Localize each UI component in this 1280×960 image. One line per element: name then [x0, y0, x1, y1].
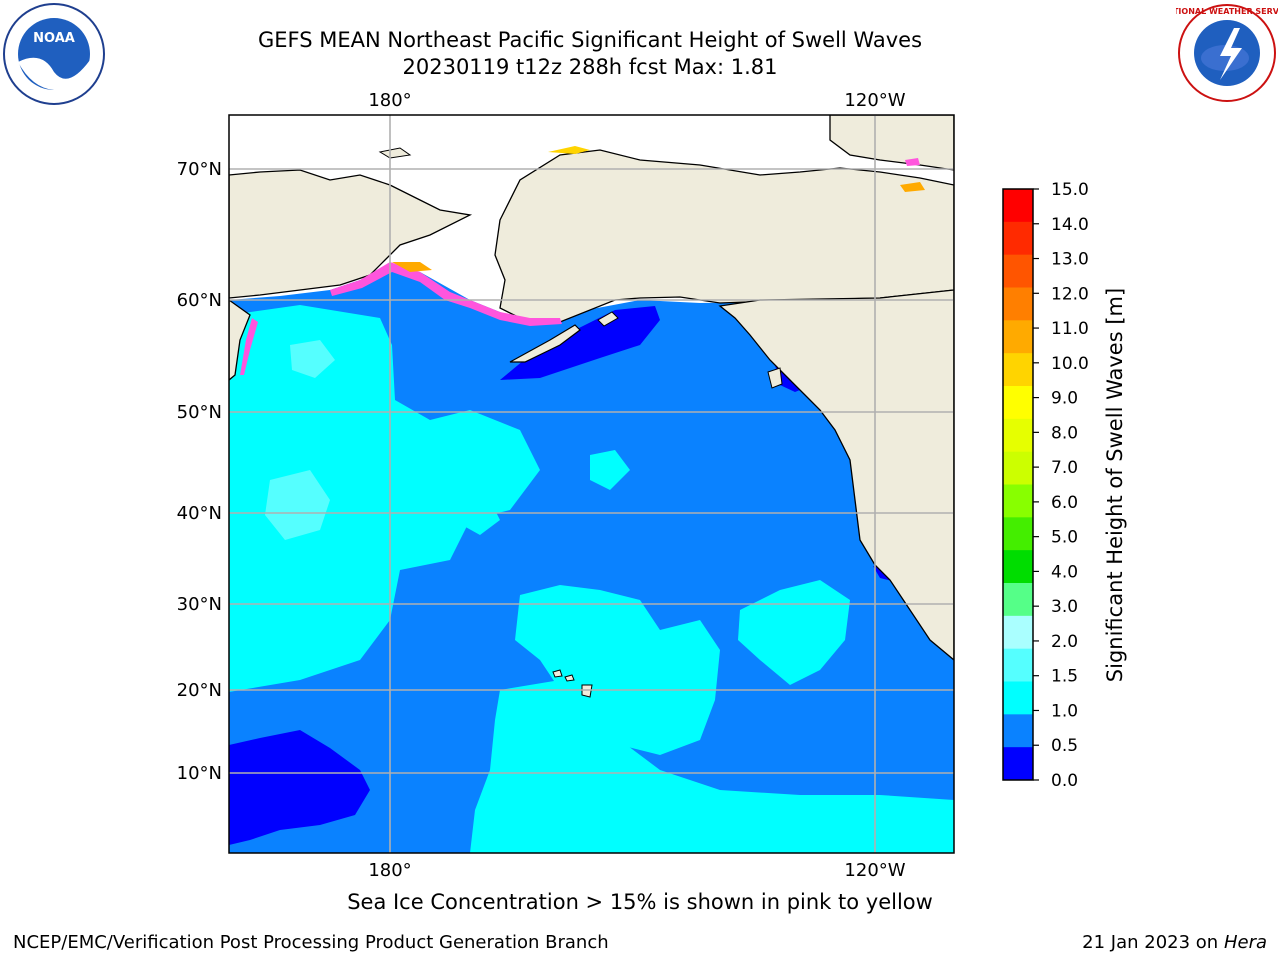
- map-gridlines: [229, 115, 954, 853]
- colorbar-swatch: [1003, 418, 1033, 453]
- colorbar-swatch: [1003, 189, 1033, 223]
- land-siberia: [229, 169, 473, 299]
- lat-label-30n: 30°N: [177, 594, 222, 615]
- colorbar-tick-label: 3.0: [1051, 597, 1078, 617]
- swell-region-central: [515, 585, 720, 755]
- colorbar: 15.0 14.0 13.0 12.0 11.0 10.0 9.0 8.0 7.0 6.0 5.0 4…: [1002, 180, 1089, 791]
- colorbar-tick-label: 6.0: [1051, 493, 1078, 513]
- noaa-logo: NOAA: [3, 3, 105, 105]
- colorbar-swatch: [1003, 254, 1033, 288]
- colorbar-tick-label: 2.0: [1051, 632, 1078, 652]
- colorbar-swatch: [1003, 451, 1033, 485]
- lat-label-50n: 50°N: [177, 402, 222, 423]
- swell-region-east: [738, 580, 850, 685]
- land-north-america: [718, 289, 954, 661]
- colorbar-swatch: [1003, 221, 1033, 256]
- lat-label-20n: 20°N: [177, 680, 222, 701]
- lat-label-10n: 10°N: [177, 763, 222, 784]
- colorbar-tick-label: 0.0: [1051, 771, 1078, 791]
- colorbar-swatch: [1003, 648, 1033, 682]
- lat-label-70n: 70°N: [177, 159, 222, 180]
- chart-title: GEFS MEAN Northeast Pacific Significant …: [257, 28, 923, 52]
- colorbar-swatch: [1003, 517, 1033, 551]
- colorbar-tick-label: 11.0: [1051, 319, 1089, 339]
- footer-date-text: 21 Jan 2023 on: [1082, 932, 1224, 953]
- swell-region-lighter: [265, 470, 330, 540]
- colorbar-swatch: [1003, 353, 1033, 387]
- colorbar-swatch: [1003, 386, 1033, 420]
- colorbar-label: Significant Height of Swell Waves [m]: [1103, 288, 1127, 682]
- bottom-lon-label-180: 180°: [368, 860, 411, 881]
- footer-machine: Hera: [1223, 932, 1267, 953]
- colorbar-swatch: [1003, 320, 1033, 354]
- footer-branch: NCEP/EMC/Verification Post Processing Pr…: [13, 932, 609, 953]
- colorbar-swatch: [1003, 583, 1033, 617]
- colorbar-swatch: [1003, 484, 1033, 518]
- colorbar-tick-label: 15.0: [1051, 180, 1089, 200]
- colorbar-frame: [1002, 188, 1034, 781]
- sea-ice-bering: [330, 262, 562, 326]
- colorbar-tick-label: 1.0: [1051, 701, 1078, 721]
- top-lon-label-180: 180°: [368, 90, 411, 111]
- colorbar-swatch: [1003, 681, 1033, 715]
- colorbar-tick-label: 0.5: [1051, 736, 1078, 756]
- colorbar-tick-label: 14.0: [1051, 215, 1089, 235]
- map-frame: [228, 114, 955, 854]
- colorbar-tick-label: 1.5: [1051, 667, 1078, 687]
- nws-logo: NATIONAL WEATHER SERVICE: [1176, 4, 1278, 102]
- lat-label-60n: 60°N: [177, 290, 222, 311]
- colorbar-swatch: [1003, 550, 1033, 584]
- lat-label-40n: 40°N: [177, 503, 222, 524]
- top-lon-label-120w: 120°W: [844, 90, 905, 111]
- footer-date: 21 Jan 2023 on Hera: [1082, 932, 1267, 953]
- swell-region-low-southwest: [229, 730, 370, 845]
- swell-region-low-alaska: [500, 306, 660, 380]
- colorbar-tick-label: 13.0: [1051, 250, 1089, 270]
- colorbar-tick-label: 4.0: [1051, 562, 1078, 582]
- colorbar-swatch: [1003, 747, 1033, 781]
- noaa-logo-text: NOAA: [33, 31, 75, 46]
- sea-ice-note: Sea Ice Concentration > 15% is shown in …: [347, 890, 933, 914]
- colorbar-tick-label: 8.0: [1051, 423, 1078, 443]
- swell-region-west: [229, 305, 540, 692]
- colorbar-tick-label: 5.0: [1051, 528, 1078, 548]
- sea-ice-kamchatka: [240, 318, 258, 375]
- colorbar-tick-label: 7.0: [1051, 458, 1078, 478]
- land-kamchatka: [229, 299, 251, 381]
- bottom-lon-label-120w: 120°W: [844, 860, 905, 881]
- swell-region-south: [470, 680, 954, 853]
- colorbar-swatch: [1003, 714, 1033, 748]
- colorbar-tick-label: 9.0: [1051, 389, 1078, 409]
- nws-logo-text: NATIONAL WEATHER SERVICE: [1176, 7, 1278, 16]
- colorbar-swatch: [1003, 615, 1033, 650]
- chart-subtitle: 20230119 t12z 288h fcst Max: 1.81: [402, 55, 778, 79]
- colorbar-tick-label: 10.0: [1051, 354, 1089, 374]
- colorbar-tick-label: 12.0: [1051, 284, 1089, 304]
- colorbar-swatch: [1003, 287, 1033, 321]
- land-alaska: [494, 149, 954, 323]
